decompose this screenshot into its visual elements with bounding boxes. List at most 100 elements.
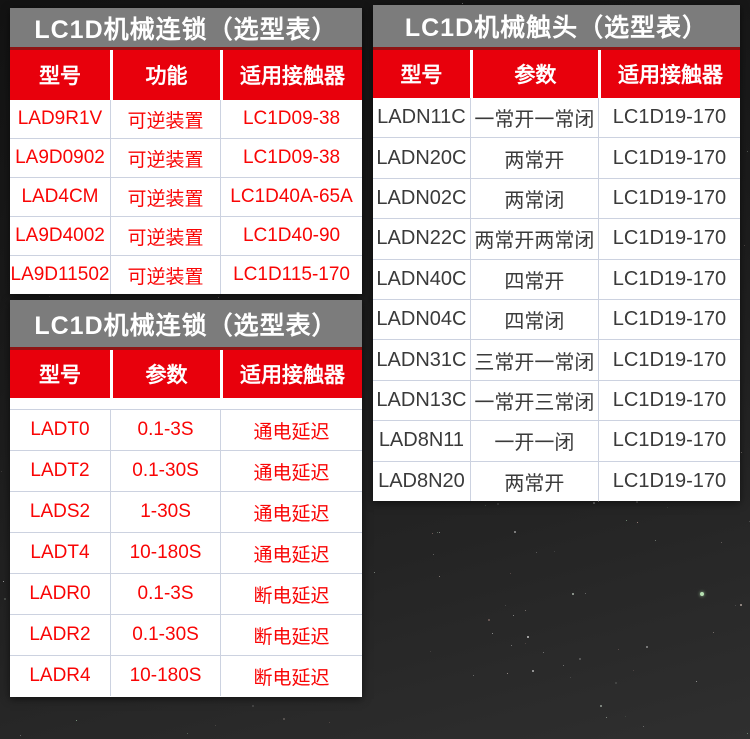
table-body: LADT0 0.1-3S 通电延迟 LADT2 0.1-30S 通电延迟 LADS2 1-30… <box>10 398 362 697</box>
table-cell: LC1D19-170 <box>598 138 740 177</box>
star-speck <box>252 705 254 707</box>
star-speck <box>598 501 599 502</box>
table-cell: 通电延迟 <box>220 533 362 573</box>
star-speck <box>527 636 529 638</box>
table-row: LADR2 0.1-30S 断电延迟 <box>10 614 362 655</box>
table-row: LAD8N11 一开一闭 LC1D19-170 <box>373 420 740 460</box>
star-speck <box>511 645 512 646</box>
table-cell: LADR4 <box>10 656 110 696</box>
table-cell: LADT0 <box>10 410 110 450</box>
star-speck <box>488 619 490 621</box>
table-row: LA9D11502 可逆装置 LC1D115-170 <box>10 255 362 294</box>
table-cell: LC1D19-170 <box>598 340 740 379</box>
star-speck <box>525 610 526 611</box>
star-speck <box>430 651 431 652</box>
table-cell: 1-30S <box>110 492 220 532</box>
table-row: LADT4 10-180S 通电延迟 <box>10 532 362 573</box>
product-spec-image: LC1D机械连锁（选型表） 型号 功能 适用接触器 LAD9R1V 可逆装置 LC1… <box>0 0 750 739</box>
table-cell: 断电延迟 <box>220 656 362 696</box>
column-header-contactor: 适用接触器 <box>220 50 362 100</box>
star-speck <box>462 3 463 4</box>
star-speck <box>572 593 574 595</box>
star-speck <box>713 632 714 633</box>
star-speck <box>606 717 607 718</box>
table-cell: 两常开 <box>470 462 598 501</box>
star-speck <box>696 681 697 682</box>
table-cell: 0.1-30S <box>110 451 220 491</box>
table-cell: 一常开一常闭 <box>470 98 598 137</box>
table-cell: LADN04C <box>373 300 470 339</box>
table-body: LADN11C 一常开一常闭 LC1D19-170 LADN20C 两常开 LC1D19-… <box>373 98 740 501</box>
star-speck <box>514 531 516 533</box>
table-cell: LAD9R1V <box>10 100 110 138</box>
star-speck <box>543 652 544 653</box>
star-speck <box>646 646 648 648</box>
table-cell: LADN22C <box>373 219 470 258</box>
table-row: LADN11C 一常开一常闭 LC1D19-170 <box>373 98 740 137</box>
table-row: LADS2 1-30S 通电延迟 <box>10 491 362 532</box>
table-cell: LC1D115-170 <box>220 256 362 294</box>
table-cell: 可逆装置 <box>110 217 220 255</box>
star-speck <box>633 670 634 671</box>
table-cell: LADT4 <box>10 533 110 573</box>
star-speck <box>505 605 506 606</box>
table-row: LADN20C 两常开 LC1D19-170 <box>373 137 740 177</box>
star-speck <box>283 718 285 720</box>
star-speck <box>49 296 50 297</box>
table-cell: LADS2 <box>10 492 110 532</box>
column-header-contactor: 适用接触器 <box>598 50 740 98</box>
table-header-row: 型号 参数 适用接触器 <box>10 347 362 398</box>
table-cell: 可逆装置 <box>110 256 220 294</box>
table-cell: LAD8N20 <box>373 462 470 501</box>
table-cell: LC1D19-170 <box>598 260 740 299</box>
column-header-model: 型号 <box>373 50 470 98</box>
table-cell: 三常开一常闭 <box>470 340 598 379</box>
table-cell: LC1D09-38 <box>220 139 362 177</box>
table-cell: 两常闭 <box>470 179 598 218</box>
star-speck <box>563 665 564 666</box>
table-cell: 断电延迟 <box>220 574 362 614</box>
table-cell: LADR0 <box>10 574 110 614</box>
star-speck <box>485 505 486 506</box>
table-cell: LADR2 <box>10 615 110 655</box>
star-speck <box>667 507 668 508</box>
column-header-contactor: 适用接触器 <box>220 350 362 398</box>
star-speck <box>554 551 555 552</box>
table-cell: 通电延迟 <box>220 492 362 532</box>
star-speck <box>1 471 2 472</box>
table-cell: LC1D19-170 <box>598 421 740 460</box>
star-speck <box>329 722 330 723</box>
star-speck <box>625 716 626 717</box>
star-speck <box>507 673 508 674</box>
star-speck <box>492 633 493 634</box>
table-cell: 断电延迟 <box>220 615 362 655</box>
table-header-row: 型号 功能 适用接触器 <box>10 47 362 100</box>
table-cell: LC1D19-170 <box>598 300 740 339</box>
table-cell: LC1D19-170 <box>598 98 740 137</box>
table-row: LADN13C 一常开三常闭 LC1D19-170 <box>373 380 740 420</box>
table-time-delay: LC1D机械连锁（选型表） 型号 参数 适用接触器 LADT0 0.1-3S 通电延… <box>10 300 362 697</box>
table-cell: 一常开三常闭 <box>470 381 598 420</box>
table-auxiliary-contacts: LC1D机械触头（选型表） 型号 参数 适用接触器 LADN11C 一常开一常闭 L… <box>373 5 740 501</box>
table-cell: LAD8N11 <box>373 421 470 460</box>
table-cell: LC1D19-170 <box>598 219 740 258</box>
star-speck <box>20 735 21 736</box>
table-cell: 0.1-30S <box>110 615 220 655</box>
column-header-model: 型号 <box>10 50 110 100</box>
table-mechanical-interlock: LC1D机械连锁（选型表） 型号 功能 适用接触器 LAD9R1V 可逆装置 LC1… <box>10 8 362 294</box>
table-cell: LC1D40-90 <box>220 217 362 255</box>
table-row: LADR4 10-180S 断电延迟 <box>10 655 362 696</box>
star-speck <box>433 554 434 555</box>
star-speck <box>600 705 602 707</box>
bright-star-speck <box>700 592 704 596</box>
star-speck <box>740 604 742 606</box>
star-speck <box>439 576 440 577</box>
table-cell: LADN40C <box>373 260 470 299</box>
column-header-model: 型号 <box>10 350 110 398</box>
table-row: LADR0 0.1-3S 断电延迟 <box>10 573 362 614</box>
table-cell: LC1D40A-65A <box>220 178 362 216</box>
table-row: LA9D4002 可逆装置 LC1D40-90 <box>10 216 362 255</box>
star-speck <box>579 658 581 660</box>
star-speck <box>532 670 534 672</box>
table-cell: LADN11C <box>373 98 470 137</box>
